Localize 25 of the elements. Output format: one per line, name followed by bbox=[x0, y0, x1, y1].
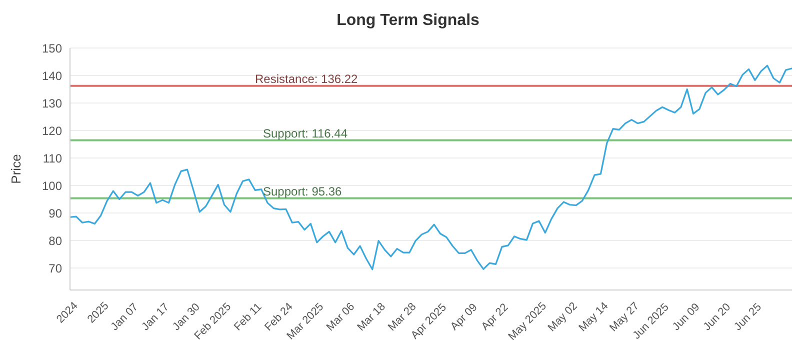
y-axis-title: Price bbox=[8, 154, 24, 184]
x-tick-label: Jan 07 bbox=[108, 301, 141, 334]
x-tick-label: Jan 17 bbox=[140, 301, 172, 334]
x-tick-label: Mar 18 bbox=[355, 300, 388, 334]
y-tick-label: 150 bbox=[42, 41, 62, 56]
x-tick-label: Apr 22 bbox=[479, 301, 511, 333]
y-tick-label: 120 bbox=[42, 124, 62, 138]
x-tick-label: Feb 11 bbox=[232, 301, 264, 334]
x-tick-label: Jun 09 bbox=[670, 301, 702, 334]
y-tick-label: 110 bbox=[42, 151, 62, 166]
x-tick-label: Jun 20 bbox=[701, 301, 734, 334]
line-series bbox=[69, 64, 793, 270]
y-tick-label: 70 bbox=[48, 261, 62, 276]
y-tick-label: 90 bbox=[48, 206, 62, 220]
chart-title: Long Term Signals bbox=[336, 11, 480, 31]
y-tick-label: 100 bbox=[42, 178, 62, 193]
ref-line-label: Support: 95.36 bbox=[263, 184, 342, 198]
y-tick-label: 80 bbox=[48, 234, 62, 248]
x-tick-label: Jun 25 bbox=[732, 301, 764, 334]
x-tick-label: Apr 09 bbox=[448, 301, 480, 333]
ref-line-label: Resistance: 136.22 bbox=[255, 72, 358, 86]
y-tick-label: 140 bbox=[42, 68, 62, 83]
y-tick-label: 130 bbox=[42, 96, 62, 110]
ref-line-label: Support: 116.44 bbox=[263, 126, 348, 140]
x-tick-label: Mar 06 bbox=[324, 300, 358, 334]
